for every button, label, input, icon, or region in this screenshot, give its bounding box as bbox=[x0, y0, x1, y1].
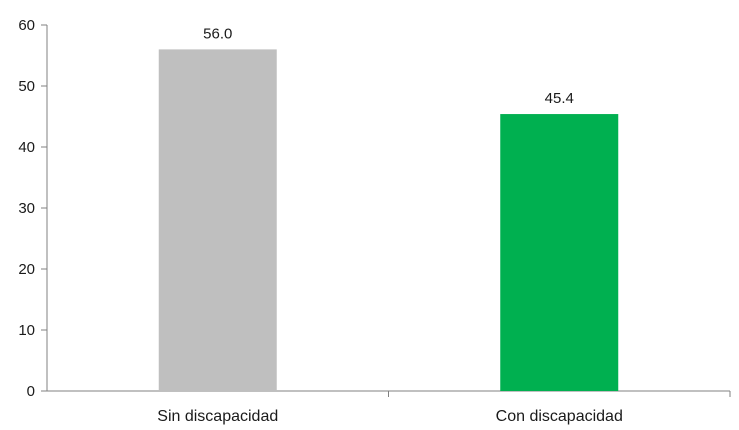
x-axis: Sin discapacidad Con discapacidad bbox=[47, 390, 731, 425]
y-tick-label: 60 bbox=[18, 17, 35, 34]
y-tick-label: 50 bbox=[18, 78, 35, 95]
y-axis: 0 10 20 30 40 50 60 bbox=[18, 17, 48, 400]
category-label: Con discapacidad bbox=[496, 408, 623, 425]
category-label: Sin discapacidad bbox=[157, 408, 278, 425]
data-label: 56.0 bbox=[203, 25, 232, 42]
y-tick-label: 30 bbox=[18, 200, 35, 217]
bar bbox=[158, 49, 277, 392]
y-tick-label: 40 bbox=[18, 139, 35, 156]
y-tick-label: 0 bbox=[27, 383, 35, 400]
y-tick-label: 10 bbox=[18, 322, 35, 339]
bars-group bbox=[158, 49, 619, 392]
data-label: 45.4 bbox=[545, 90, 574, 107]
data-labels-group: 56.0 45.4 bbox=[203, 25, 574, 107]
y-tick-label: 20 bbox=[18, 261, 35, 278]
bar bbox=[500, 114, 619, 391]
